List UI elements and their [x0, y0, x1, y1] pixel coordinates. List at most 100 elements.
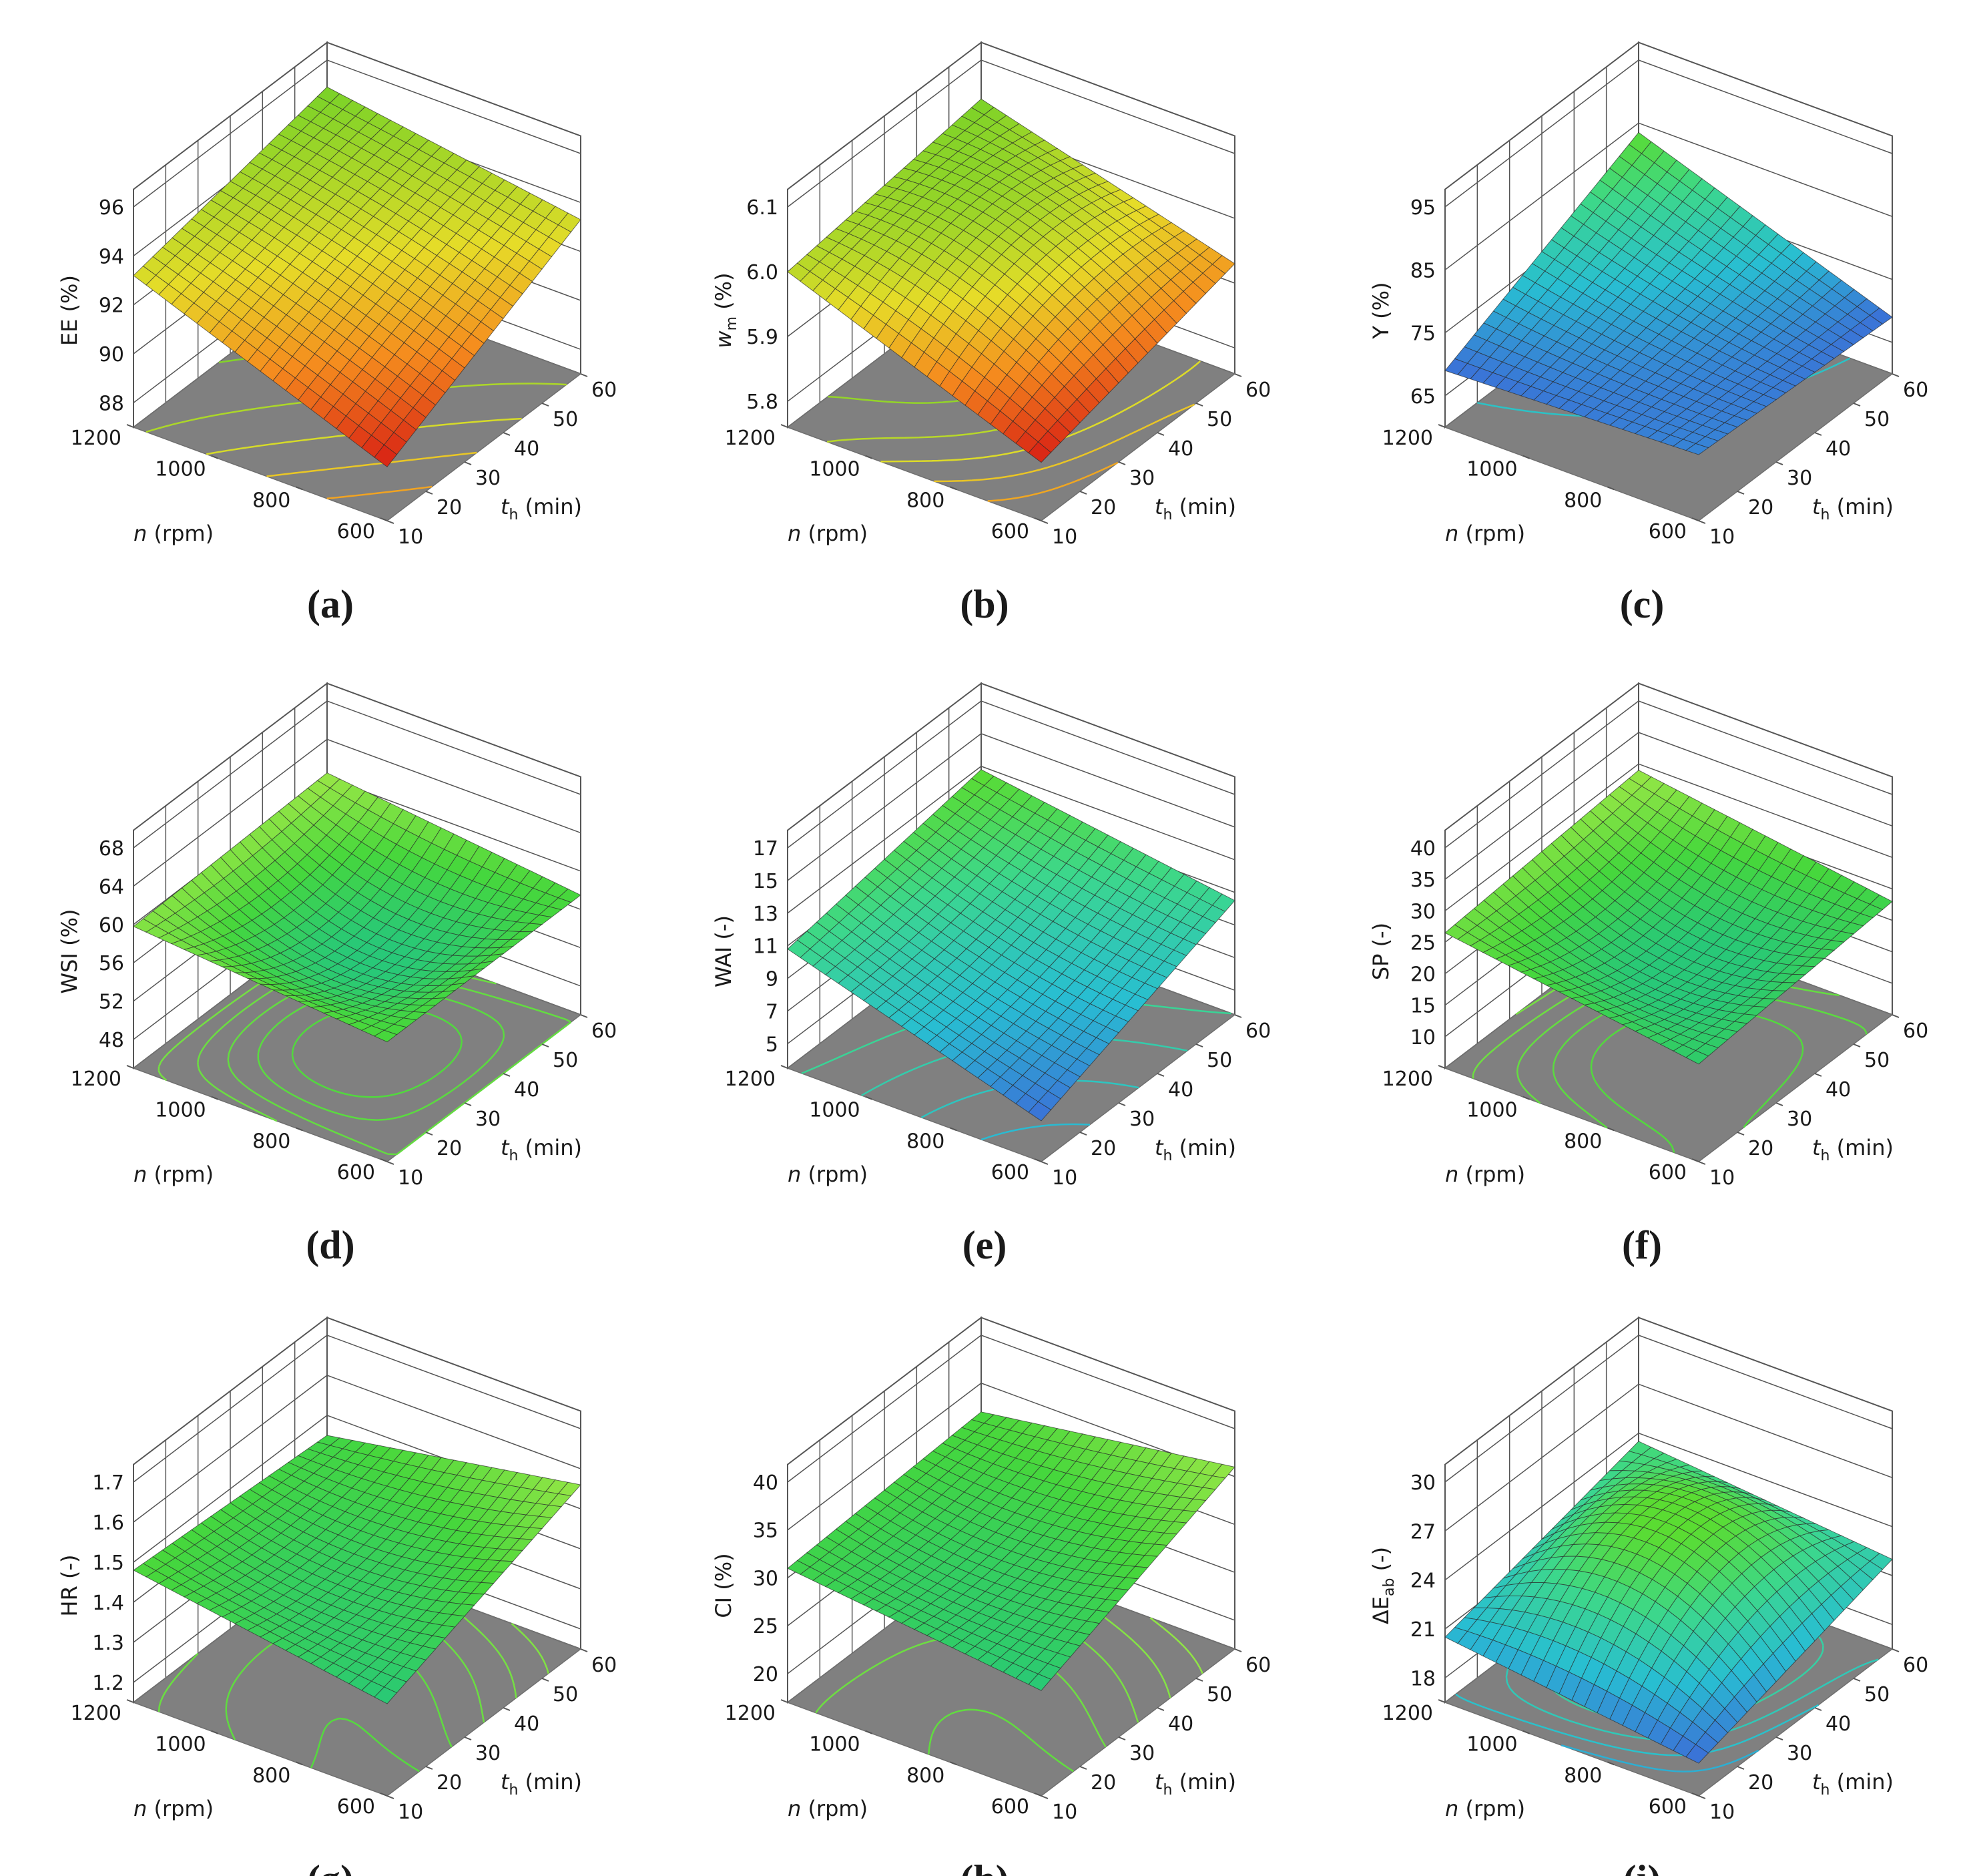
z-tick-label: 5	[766, 1033, 778, 1056]
th-tick	[1737, 1766, 1745, 1770]
z-tick-label: 18	[1410, 1667, 1436, 1690]
n-axis-title: n (rpm)	[788, 1162, 868, 1187]
z-tick-label: 1.6	[92, 1511, 124, 1535]
n-tick-label: 800	[252, 1130, 290, 1153]
th-tick	[1079, 491, 1087, 495]
th-tick-label: 40	[514, 1078, 539, 1102]
th-tick-label: 30	[1787, 1108, 1812, 1131]
th-tick-label: 30	[475, 467, 501, 490]
z-axis-title: ΔEab (-)	[1368, 1547, 1398, 1624]
n-axis-title: n (rpm)	[133, 1162, 214, 1187]
n-tick-label: 1000	[1466, 1733, 1517, 1756]
th-tick-label: 20	[437, 1137, 462, 1160]
th-tick-label: 60	[591, 379, 617, 402]
th-tick	[1157, 432, 1165, 436]
th-tick-label: 10	[398, 1166, 423, 1190]
n-tick-label: 1200	[725, 1068, 776, 1091]
th-axis-title: th (min)	[1812, 1135, 1894, 1164]
n-tick	[865, 455, 873, 459]
th-tick-label: 10	[1052, 525, 1077, 549]
contour-line	[266, 451, 477, 477]
n-tick	[126, 424, 134, 428]
grid-h	[787, 765, 1235, 914]
surface-panel-a: 88 90 92 94 96 EE (%) 600 800 1000 1200 10 20 30 40 50…	[57, 41, 617, 626]
grid-h	[787, 59, 1235, 208]
n-tick	[1438, 1699, 1446, 1703]
z-axis-title: WAI (-)	[711, 915, 736, 987]
n-tick	[949, 486, 957, 491]
th-tick-label: 10	[1709, 1801, 1735, 1824]
surface-cell	[374, 444, 398, 467]
th-tick-label: 20	[1748, 1771, 1773, 1795]
z-axis-title: wm (%)	[711, 272, 740, 348]
th-tick	[425, 491, 433, 495]
grid-h	[787, 1382, 1235, 1531]
response-surface	[787, 98, 1235, 463]
n-tick	[1607, 486, 1615, 491]
n-tick	[1438, 1065, 1446, 1069]
th-tick	[1041, 520, 1049, 524]
z-tick-label: 1.5	[92, 1552, 124, 1575]
th-tick	[1195, 1043, 1203, 1047]
th-tick	[1737, 1132, 1745, 1136]
th-tick-label: 50	[1207, 408, 1232, 431]
th-tick	[1814, 432, 1822, 436]
th-tick	[1853, 1678, 1861, 1682]
n-axis-title: n (rpm)	[788, 521, 868, 546]
th-tick-label: 60	[591, 1654, 617, 1677]
th-tick-label: 50	[553, 1049, 578, 1072]
grid-h	[133, 1375, 581, 1523]
n-axis-title: n (rpm)	[1445, 1796, 1525, 1821]
th-tick	[1118, 461, 1126, 465]
n-tick-label: 800	[1564, 489, 1602, 512]
th-tick-label: 50	[1207, 1683, 1232, 1706]
n-tick	[295, 486, 303, 491]
th-tick-label: 60	[591, 1019, 617, 1043]
th-tick-label: 20	[1748, 496, 1773, 519]
panel-label: (b)	[960, 582, 1009, 626]
surface-cell	[1685, 1050, 1709, 1065]
surface-cell	[374, 1686, 398, 1704]
th-tick	[1775, 461, 1783, 465]
th-tick	[386, 1795, 394, 1799]
n-tick-label: 1000	[809, 458, 860, 481]
n-tick-label: 1200	[71, 1702, 121, 1725]
panel-label: (h)	[960, 1857, 1009, 1876]
th-tick-label: 20	[1091, 1771, 1116, 1795]
n-tick	[1607, 1127, 1615, 1132]
th-axis-title: th (min)	[1155, 1135, 1236, 1164]
z-tick-label: 5.8	[746, 391, 778, 414]
th-tick	[464, 461, 472, 465]
surface-panel-g: 1.2 1.3 1.4 1.5 1.6 1.7 HR (-) 600 800 1000 1200 10…	[57, 1316, 617, 1876]
z-tick-label: 20	[753, 1663, 778, 1686]
n-tick	[1438, 424, 1446, 428]
n-tick	[1691, 517, 1699, 521]
z-tick-label: 48	[99, 1029, 124, 1052]
n-tick-label: 1000	[809, 1733, 860, 1756]
n-tick-label: 800	[1564, 1130, 1602, 1153]
th-tick-label: 30	[475, 1108, 501, 1131]
n-tick	[295, 1761, 303, 1766]
surface-cell	[1028, 1101, 1052, 1122]
th-tick	[1079, 1766, 1087, 1770]
th-axis-title: th (min)	[1155, 494, 1236, 523]
grid-h	[133, 59, 581, 208]
th-tick	[1157, 1073, 1165, 1077]
response-surface	[133, 772, 581, 1043]
z-tick-label: 6.1	[746, 196, 778, 220]
response-surface	[787, 769, 1235, 1122]
th-tick	[464, 1102, 472, 1106]
th-tick-label: 10	[1709, 1166, 1735, 1190]
n-tick-label: 1000	[1466, 1099, 1517, 1122]
z-tick-label: 30	[753, 1567, 778, 1590]
z-tick-label: 60	[99, 914, 124, 937]
z-axis-title: WSI (%)	[57, 909, 82, 994]
n-tick	[295, 1127, 303, 1132]
th-tick-label: 60	[1903, 1019, 1928, 1043]
th-tick	[425, 1766, 433, 1770]
th-tick	[1892, 1014, 1900, 1018]
n-axis-title: n (rpm)	[788, 1796, 868, 1821]
n-tick	[380, 1158, 388, 1162]
th-tick-label: 30	[1787, 1742, 1812, 1765]
th-tick-label: 30	[475, 1742, 501, 1765]
